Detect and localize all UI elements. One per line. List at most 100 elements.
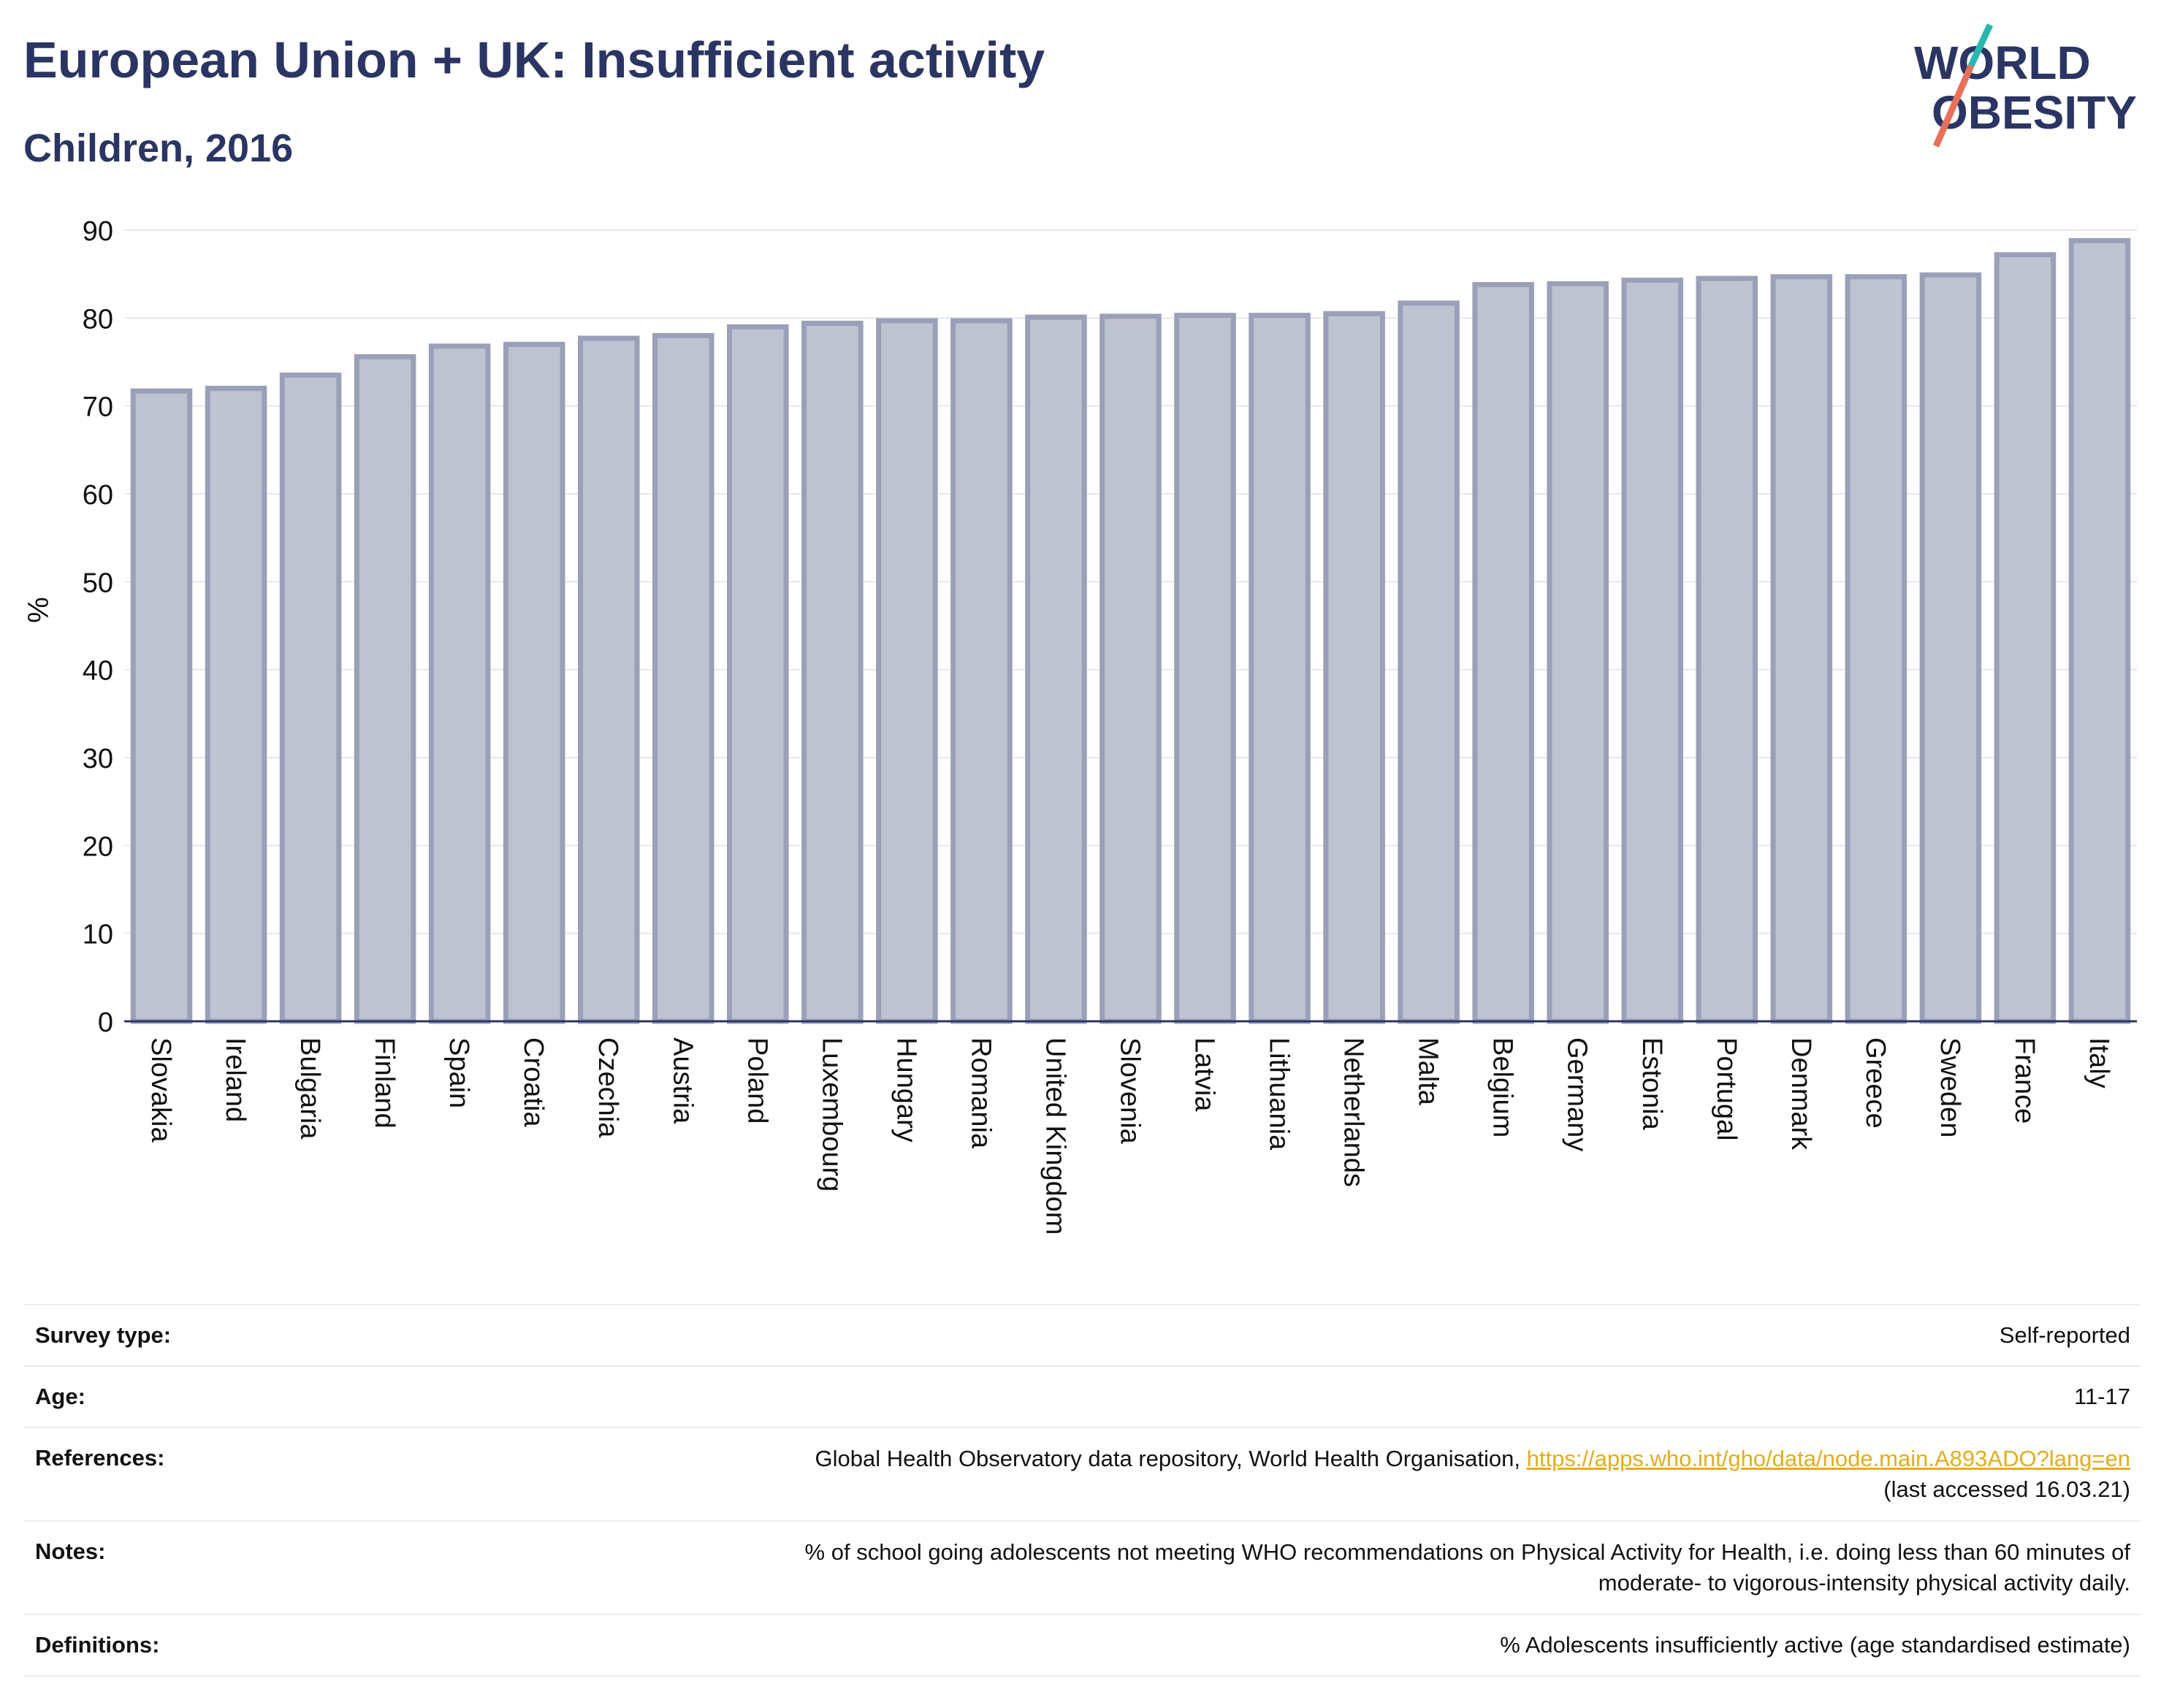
bar-denmark [1770,274,1833,1024]
bar-latvia [1174,313,1236,1024]
bar-greece [1845,274,1907,1024]
meta-value-text: % Adolescents insufficiently active (age… [1500,1632,2130,1658]
meta-row: Definitions: % Adolescents insufficiently… [23,1614,2141,1677]
bar-portugal [1696,275,1758,1024]
x-tick-label: Slovenia [1115,1037,1146,1145]
bar-germany [1547,281,1609,1024]
bar-ireland [205,386,267,1024]
logo-slash-coral [1932,64,1975,148]
meta-label: References: [35,1445,165,1471]
bar-romania [950,318,1013,1024]
x-tick-label: Luxembourg [816,1037,847,1192]
bar-luxembourg [801,321,864,1024]
bar-belgium [1472,282,1534,1024]
meta-value-text: % of school going adolescents not meetin… [804,1539,2130,1565]
x-tick-label: Poland [742,1037,772,1124]
bar-malta [1398,300,1460,1024]
x-tick-label: Malta [1413,1037,1444,1106]
x-tick-label: Finland [369,1037,400,1129]
x-tick-label: Sweden [1935,1037,1965,1137]
y-tick-label: 40 [83,656,113,687]
bar-united-kingdom [1025,314,1087,1024]
y-tick-label: 90 [83,216,113,247]
bar-france [1994,252,2057,1024]
bar-finland [354,354,416,1024]
x-tick-label: Netherlands [1338,1037,1369,1187]
bar-slovakia [130,388,193,1024]
y-tick-label: 60 [83,480,113,511]
meta-label: Age: [35,1384,85,1409]
bar-austria [652,332,714,1024]
meta-row: References: Global Health Observatory dat… [23,1427,2141,1520]
bar-poland [727,324,789,1024]
x-tick-label: Slovakia [145,1037,176,1143]
x-tick-label: Portugal [1711,1037,1742,1141]
x-tick-label: Denmark [1785,1037,1816,1151]
x-tick-label: Italy [2084,1037,2114,1089]
bar-sweden [1919,272,1982,1024]
x-axis-ticks: Slovakia Ireland Bulgaria Finland Spain Croat… [145,1037,2114,1235]
y-axis-label: % [23,597,55,623]
bar-netherlands [1323,310,1385,1024]
x-tick-label: United Kingdom [1040,1037,1070,1235]
reference-link[interactable]: https://apps.who.int/gho/data/node.main.… [1526,1446,2130,1471]
bar-italy [2068,237,2131,1024]
x-tick-label: Latvia [1189,1037,1220,1112]
y-tick-label: 10 [83,920,113,950]
meta-value: % of school going adolescents not meetin… [805,1537,2141,1598]
y-tick-label: 70 [83,392,113,423]
metadata-table: Survey type: Self-reported Age: 11-17 Refere… [23,1304,2141,1677]
meta-label: Notes: [35,1539,106,1564]
meta-value: Global Health Observatory data repositor… [815,1444,2141,1505]
bar-lithuania [1249,313,1311,1024]
x-tick-label: Lithuania [1264,1037,1295,1151]
meta-value-text: moderate- to vigorous-intensity physical… [1598,1570,2130,1595]
x-tick-label: Greece [1860,1037,1891,1129]
bar-croatia [503,341,565,1024]
x-tick-label: Ireland [220,1037,251,1122]
logo-slash-teal [1967,23,1994,67]
bar-hungary [876,318,938,1024]
meta-value-text: 11-17 [2074,1384,2130,1409]
bar-czechia [577,335,640,1024]
meta-value-text: Global Health Observatory data repositor… [815,1446,1520,1471]
bar-bulgaria [279,373,342,1024]
x-tick-label: Bulgaria [294,1037,325,1140]
meta-value-text: (last accessed 16.03.21) [1883,1476,2130,1502]
x-tick-label: Romania [965,1037,996,1149]
meta-value: Self-reported [2000,1320,2141,1351]
x-tick-label: Estonia [1636,1037,1667,1131]
x-tick-label: France [2009,1037,2040,1124]
bars [130,237,2131,1024]
x-tick-label: Croatia [518,1037,549,1127]
logo-line2: OBESITY [1932,86,2137,139]
y-tick-label: 0 [98,1007,113,1038]
bar-spain [428,343,491,1024]
x-tick-label: Belgium [1487,1037,1518,1137]
world-obesity-logo: WORLD OBESITY [1914,23,2137,148]
meta-label: Survey type: [35,1322,172,1348]
x-tick-label: Hungary [891,1037,921,1143]
meta-value: % Adolescents insufficiently active (age… [1500,1630,2141,1661]
meta-row: Age: 11-17 [23,1365,2141,1427]
x-tick-label: Czechia [592,1037,623,1138]
chart-title: European Union + UK: Insufficient activi… [23,31,1045,88]
bar-chart: 0 10 20 30 40 50 60 70 80 90 Slovakia Ireland Bulga… [23,216,2137,1235]
y-axis-ticks: 0 10 20 30 40 50 60 70 80 90 [83,216,113,1038]
x-tick-label: Germany [1562,1037,1593,1151]
meta-value-text: Self-reported [1999,1322,2130,1348]
meta-row: Notes: % of school going adolescents not … [23,1520,2141,1614]
chart-subtitle: Children, 2016 [23,126,294,170]
bar-estonia [1621,278,1684,1024]
y-tick-label: 20 [83,831,113,862]
meta-label: Definitions: [35,1632,160,1658]
bar-slovenia [1099,313,1162,1024]
y-tick-label: 50 [83,568,113,598]
x-tick-label: Spain [443,1037,474,1108]
x-tick-label: Austria [667,1037,698,1124]
meta-value: 11-17 [2074,1381,2141,1412]
y-tick-label: 30 [83,744,113,774]
logo-line1: WORLD [1914,37,2091,89]
meta-row: Survey type: Self-reported [23,1304,2141,1365]
y-tick-label: 80 [83,304,113,335]
